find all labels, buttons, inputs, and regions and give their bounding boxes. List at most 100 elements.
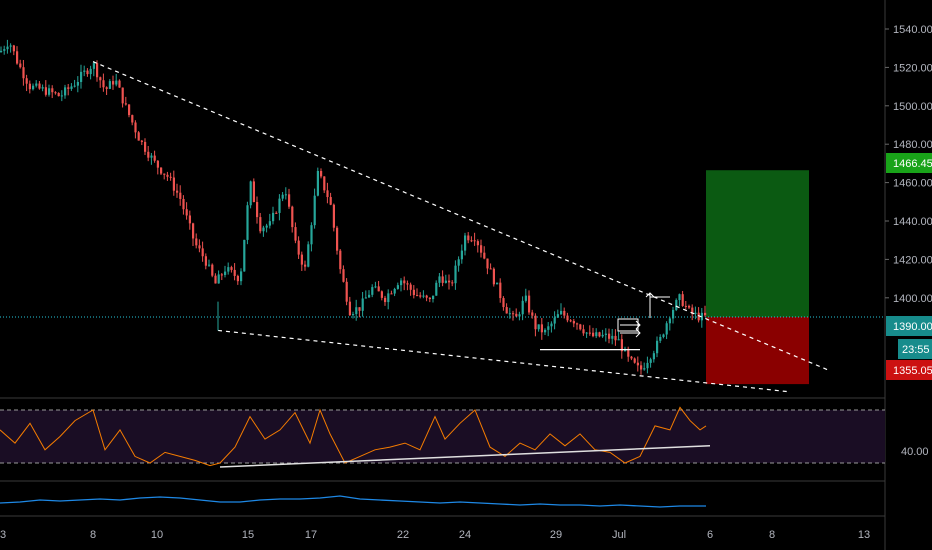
candle-body <box>540 324 543 333</box>
candle-body <box>44 87 47 95</box>
take-profit-badge-text: 1466.45 <box>893 158 932 170</box>
candle-body <box>176 190 179 193</box>
candle-body <box>483 252 486 259</box>
candle-body <box>147 151 150 158</box>
candle-body <box>227 267 230 272</box>
candle-body <box>361 298 364 311</box>
candle-body <box>6 46 9 50</box>
price-tick-label: 1480.00 <box>893 139 932 151</box>
candle-body <box>492 268 495 285</box>
candle-body <box>48 88 51 95</box>
candle-body <box>112 81 115 85</box>
time-axis[interactable]: 3 8 10 15 17 22 24 29 Jul 6 8 13 <box>0 529 870 541</box>
candle-body <box>124 103 127 105</box>
candle-body <box>656 340 659 354</box>
candle-body <box>179 192 182 199</box>
oscillator-line <box>0 495 706 508</box>
price-tick-label: 1460.00 <box>893 178 932 190</box>
candle-body <box>291 206 294 228</box>
candle-body <box>681 294 684 306</box>
candle-body <box>572 321 575 324</box>
candle-body <box>697 312 700 321</box>
candle-body <box>240 271 243 282</box>
candle-body <box>336 227 339 251</box>
candle-body <box>595 332 598 337</box>
time-tick-label: 13 <box>858 529 870 541</box>
time-tick-label: 29 <box>550 529 562 541</box>
candle-body <box>192 223 195 239</box>
arrow-right-icon <box>620 328 641 338</box>
candle-body <box>108 81 111 89</box>
candle-body <box>233 269 236 276</box>
take-profit-zone[interactable] <box>706 170 809 317</box>
candle-body <box>348 301 351 316</box>
candle-body <box>368 294 371 298</box>
candle-body <box>473 240 476 242</box>
time-tick-label: 22 <box>397 529 409 541</box>
candle-body <box>105 87 108 89</box>
candle-body <box>153 155 156 161</box>
candle-body <box>169 176 172 178</box>
candle-body <box>131 115 134 123</box>
candle-body <box>432 295 435 300</box>
candle-body <box>345 281 348 302</box>
candle-body <box>464 235 467 251</box>
candle-body <box>451 282 454 284</box>
candle-body <box>211 264 214 276</box>
candle-body <box>553 317 556 324</box>
candle-body <box>688 305 691 308</box>
candle-body <box>467 235 470 241</box>
candle-body <box>185 209 188 216</box>
candle-body <box>249 181 252 206</box>
candle-body <box>134 122 137 133</box>
candle-body <box>508 313 511 315</box>
time-tick-label: 17 <box>305 529 317 541</box>
candle-body <box>102 80 105 88</box>
candle-body <box>672 309 675 319</box>
candle-body <box>521 300 524 315</box>
price-tick-label: 1420.00 <box>893 254 932 266</box>
take-profit-badge: 1466.45 <box>886 153 932 173</box>
candle-body <box>598 332 601 337</box>
candle-body <box>297 240 300 255</box>
candle-body <box>403 280 406 284</box>
price-axis[interactable]: 1540.00 1520.00 1500.00 1480.00 1460.00 1440.… <box>885 24 932 305</box>
candle-body <box>556 314 559 318</box>
candle-body <box>566 315 569 321</box>
candle-body <box>51 88 54 93</box>
candle-body <box>150 155 153 158</box>
upper-trendline[interactable] <box>92 61 831 372</box>
candle-body <box>89 68 92 75</box>
candle-body <box>307 244 310 267</box>
candle-body <box>646 362 649 369</box>
rsi-axis-label: 40.00 <box>901 446 929 458</box>
candle-body <box>326 190 329 198</box>
countdown-badge-text: 23:55 <box>902 344 930 356</box>
candle-body <box>329 197 332 205</box>
candle-body <box>588 332 591 334</box>
time-tick-label: 6 <box>707 529 713 541</box>
candle-body <box>278 198 281 213</box>
stop-loss-badge: 1355.05 <box>886 360 932 380</box>
candle-body <box>550 323 553 327</box>
candle-body <box>496 282 499 285</box>
trendlines[interactable] <box>92 61 831 393</box>
candle-body <box>387 293 390 303</box>
candlestick-series <box>0 39 707 375</box>
candle-body <box>643 368 646 370</box>
candle-body <box>454 265 457 284</box>
candle-body <box>252 181 255 203</box>
candle-body <box>300 254 303 265</box>
candle-body <box>438 276 441 283</box>
current-price-badge: 1390.00 <box>886 316 932 336</box>
candle-body <box>38 83 41 89</box>
candle-body <box>499 282 502 299</box>
rsi-trendline[interactable] <box>219 445 711 468</box>
candle-body <box>457 259 460 266</box>
candle-body <box>409 284 412 290</box>
candle-body <box>476 241 479 246</box>
candle-body <box>121 87 124 104</box>
candle-body <box>32 85 35 90</box>
stop-loss-zone[interactable] <box>706 317 809 385</box>
